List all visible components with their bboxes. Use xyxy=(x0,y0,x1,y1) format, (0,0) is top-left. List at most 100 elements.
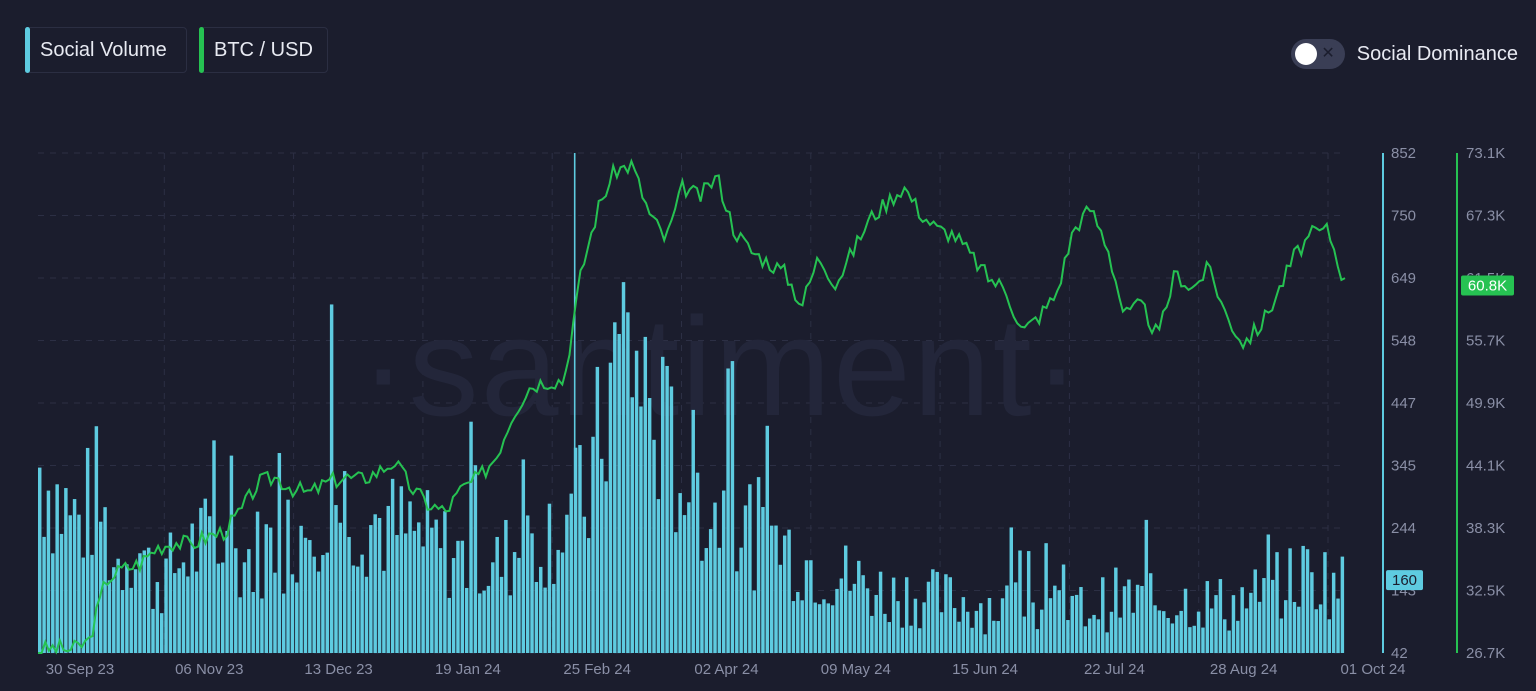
social-volume-bar xyxy=(116,558,120,653)
social-volume-bar xyxy=(238,597,242,653)
social-volume-bar xyxy=(59,533,64,653)
social-volume-bar xyxy=(68,515,72,653)
social-volume-bar xyxy=(769,525,774,653)
social-volume-bar xyxy=(286,499,290,653)
x-tick-label: 09 May 24 xyxy=(821,661,891,678)
social-volume-bar xyxy=(133,569,138,653)
legend-social-volume-label: Social Volume xyxy=(40,38,167,61)
social-volume-bar xyxy=(1175,615,1179,653)
social-volume-bar xyxy=(1240,587,1244,653)
social-volume-bar xyxy=(138,553,142,653)
social-volume-bar xyxy=(1070,595,1074,653)
social-volume-bar xyxy=(329,304,334,653)
social-volume-bar xyxy=(578,445,582,653)
social-volume-bar xyxy=(704,548,709,653)
social-volume-bar xyxy=(1013,582,1018,653)
social-volume-bar xyxy=(177,568,181,653)
social-volume-bar xyxy=(595,366,600,653)
btc-usd-tick-label: 26.7K xyxy=(1466,645,1505,662)
social-volume-bar xyxy=(456,540,460,653)
social-volume-bar xyxy=(722,490,726,653)
social-volume-bar xyxy=(1288,548,1292,653)
social-volume-bar xyxy=(909,625,913,653)
social-volume-tick-label: 244 xyxy=(1391,520,1416,537)
social-volume-bar xyxy=(726,368,730,653)
social-volume-bar xyxy=(573,447,578,653)
social-volume-bar xyxy=(774,525,778,653)
social-volume-bar xyxy=(1305,549,1310,653)
social-volume-bar xyxy=(1105,632,1109,653)
social-volume-bar xyxy=(935,571,939,653)
social-volume-bar xyxy=(586,538,591,653)
social-volume-bar xyxy=(1079,587,1083,653)
x-tick-label: 22 Jul 24 xyxy=(1084,661,1145,678)
social-volume-bar xyxy=(430,527,434,653)
social-volume-bar xyxy=(887,622,892,653)
social-volume-bar xyxy=(1157,610,1162,653)
social-volume-bar xyxy=(399,486,404,653)
social-volume-bar xyxy=(839,578,844,653)
social-volume-bar xyxy=(229,455,234,653)
legend-btc-usd[interactable]: BTC / USD xyxy=(199,27,328,73)
social-volume-bar xyxy=(791,601,796,653)
social-volume-bar xyxy=(369,525,373,653)
social-volume-bar xyxy=(408,501,412,653)
legend-social-volume[interactable]: Social Volume xyxy=(25,27,187,73)
social-volume-bar xyxy=(756,477,761,653)
social-dominance-label: Social Dominance xyxy=(1356,42,1518,65)
social-volume-bar xyxy=(878,571,883,653)
social-dominance-toggle[interactable]: ✕ xyxy=(1290,39,1345,69)
social-volume-bar xyxy=(338,522,343,653)
social-volume-bar xyxy=(1201,627,1205,653)
current-value-badges: 160 60.8K xyxy=(1386,275,1514,591)
x-tick-label: 02 Apr 24 xyxy=(694,661,758,678)
social-volume-bar xyxy=(1214,595,1218,653)
social-volume-bar xyxy=(155,582,160,653)
social-volume-bar xyxy=(1101,577,1105,653)
social-volume-bar xyxy=(569,493,573,653)
social-volume-bar xyxy=(260,598,264,653)
social-volume-bar xyxy=(957,621,961,653)
btc-usd-line xyxy=(38,158,1346,655)
social-volume-bar xyxy=(1323,552,1327,653)
social-volume-bar xyxy=(992,620,996,653)
social-volume-bar xyxy=(1301,545,1305,653)
social-volume-bar xyxy=(965,611,970,653)
social-volume-bar xyxy=(931,569,935,653)
social-volume-bar xyxy=(961,597,966,653)
social-volume-bar xyxy=(1083,626,1088,653)
social-volume-bar xyxy=(499,576,504,653)
social-volume-bar xyxy=(787,529,791,653)
social-volume-bar xyxy=(1188,627,1192,653)
axes xyxy=(1382,153,1458,653)
social-volume-current-value: 160 xyxy=(1392,572,1417,589)
social-volume-bar xyxy=(212,440,216,653)
social-volume-bar xyxy=(312,556,316,653)
social-volume-bar xyxy=(264,524,269,653)
social-volume-bar xyxy=(1000,598,1005,653)
social-volume-bar xyxy=(891,577,896,653)
social-volume-bar xyxy=(181,562,186,653)
btc-usd-current-badge xyxy=(1461,275,1514,296)
social-volume-bar xyxy=(678,493,682,653)
social-volume-bar xyxy=(944,574,948,653)
social-volume-bar xyxy=(1109,611,1114,653)
social-volume-bar xyxy=(782,535,787,653)
social-volume-bar xyxy=(539,566,543,653)
social-volume-bar xyxy=(1170,623,1175,653)
social-volume-bar xyxy=(81,557,86,653)
social-volume-bar xyxy=(843,545,848,653)
social-volume-bar xyxy=(857,560,861,653)
social-volume-bar xyxy=(643,336,648,653)
social-volume-bar xyxy=(617,333,621,653)
social-volume-bar xyxy=(1257,601,1262,653)
social-volume-bar xyxy=(674,532,678,653)
social-volume-bar xyxy=(247,549,251,653)
social-volume-bar xyxy=(687,502,691,653)
social-volume-bar xyxy=(478,593,482,653)
social-volume-bar xyxy=(987,598,992,653)
social-volume-bar xyxy=(1196,611,1201,653)
social-volume-bar xyxy=(1009,527,1013,653)
social-volume-bar xyxy=(1331,572,1336,653)
